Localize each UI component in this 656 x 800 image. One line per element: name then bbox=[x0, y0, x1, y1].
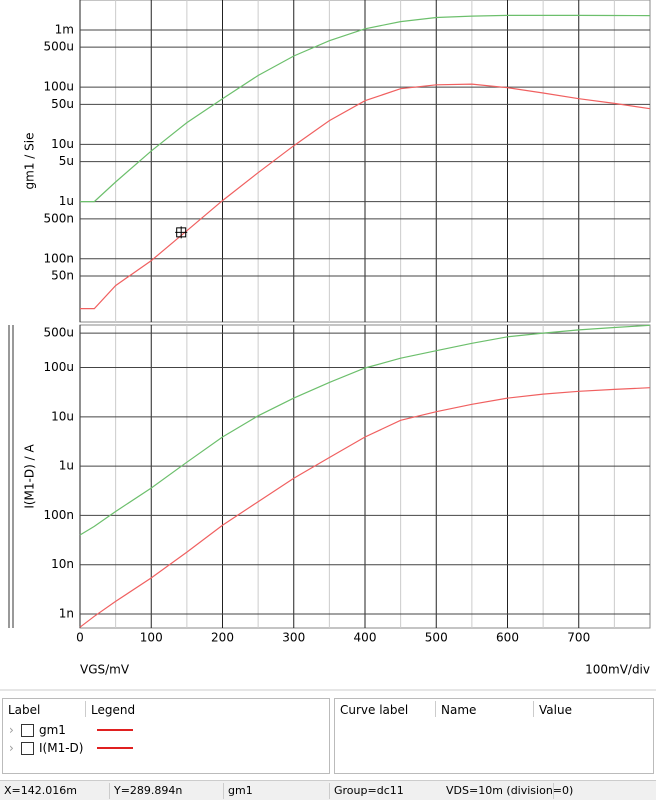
curve bbox=[80, 83, 651, 310]
status-item: gm1 bbox=[228, 784, 253, 797]
status-item: X=142.016m bbox=[4, 784, 77, 797]
y-tick-label: 1u bbox=[59, 459, 74, 473]
status-item: Group=dc11 bbox=[334, 784, 404, 797]
column-separator bbox=[85, 701, 86, 717]
column-separator bbox=[533, 701, 534, 717]
expand-arrow[interactable]: › bbox=[9, 723, 14, 737]
legend-swatch bbox=[97, 729, 133, 731]
x-tick-label: 200 bbox=[211, 631, 234, 645]
header: Legend bbox=[91, 703, 136, 717]
curve bbox=[79, 387, 651, 628]
x-tick-label: 0 bbox=[76, 631, 84, 645]
x-tick-label: 300 bbox=[282, 631, 305, 645]
legend-label: I(M1-D) bbox=[39, 741, 84, 755]
header: Label bbox=[8, 703, 41, 717]
legend-swatch bbox=[97, 747, 133, 749]
curve bbox=[79, 324, 651, 536]
checkbox[interactable] bbox=[21, 741, 34, 755]
status-separator bbox=[553, 783, 554, 799]
y-tick-label: 500u bbox=[43, 326, 74, 340]
y-tick-label: 5u bbox=[59, 154, 74, 168]
y-tick-label: 50u bbox=[51, 97, 74, 111]
x-tick-label: 700 bbox=[567, 631, 590, 645]
x-scale-label: 100mV/div bbox=[585, 663, 650, 677]
expand-arrow[interactable]: › bbox=[9, 741, 14, 755]
status-separator bbox=[329, 783, 330, 799]
x-tick-label: 500 bbox=[425, 631, 448, 645]
legend-label: gm1 bbox=[39, 723, 66, 737]
y-tick-label: 1m bbox=[55, 22, 74, 36]
y-tick-label: 1n bbox=[59, 607, 74, 621]
header: Curve label bbox=[340, 703, 409, 717]
y-tick-label: 500u bbox=[43, 40, 74, 54]
y-tick-label: 10n bbox=[51, 557, 74, 571]
y-tick-label: 100n bbox=[43, 508, 74, 522]
y-tick-label: 100u bbox=[43, 80, 74, 94]
legend-row[interactable]: › I(M1-D) bbox=[9, 739, 133, 757]
y-tick-label: 500n bbox=[43, 211, 74, 225]
status-item: VDS=10m (division=0) bbox=[446, 784, 574, 797]
y-tick-label: 10u bbox=[51, 409, 74, 423]
y-axis-label: gm1 / Sie bbox=[23, 133, 37, 190]
curve-panel: Curve label Name Value bbox=[334, 698, 654, 774]
checkbox[interactable] bbox=[21, 723, 34, 737]
x-axis-label: VGS/mV bbox=[80, 663, 130, 677]
y-axis-label: I(M1-D) / A bbox=[23, 444, 37, 509]
legend-panel: Label Legend › gm1 › I(M1-D) bbox=[2, 698, 330, 774]
y-tick-label: 100n bbox=[43, 251, 74, 265]
x-tick-label: 400 bbox=[354, 631, 377, 645]
y-tick-label: 50n bbox=[51, 269, 74, 283]
header: Value bbox=[539, 703, 572, 717]
status-separator bbox=[109, 783, 110, 799]
x-tick-label: 600 bbox=[496, 631, 519, 645]
y-tick-label: 10u bbox=[51, 137, 74, 151]
x-tick-label: 100 bbox=[140, 631, 163, 645]
header: Name bbox=[441, 703, 477, 717]
status-separator bbox=[223, 783, 224, 799]
plot-area: 1m 500u 100u 50u 10u 5u 1u 500n 100n 50n gm1 / Sie… bbox=[0, 0, 656, 691]
curve bbox=[80, 14, 651, 203]
y-tick-label: 100u bbox=[43, 360, 74, 374]
y-tick-label: 1u bbox=[59, 194, 74, 208]
column-separator bbox=[435, 701, 436, 717]
legend-row[interactable]: › gm1 bbox=[9, 721, 133, 739]
status-item: Y=289.894n bbox=[114, 784, 183, 797]
status-bar: X=142.016m Y=289.894n gm1 Group=dc11 VDS=10m… bbox=[0, 780, 656, 800]
cursor-marker bbox=[175, 226, 188, 239]
